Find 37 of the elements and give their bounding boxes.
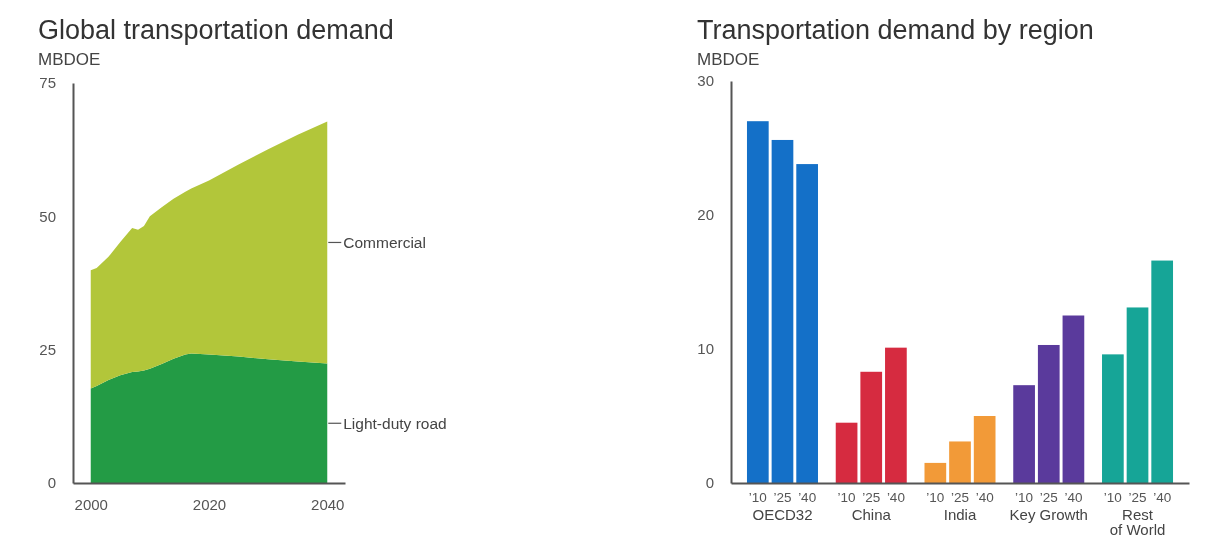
x-tick-label: OECD32: [752, 505, 813, 523]
series-label: ’40: [798, 490, 817, 505]
series-label: ’10: [748, 490, 767, 505]
x-tick-label: 2000: [74, 495, 108, 513]
y-tick-label: 25: [39, 340, 56, 358]
y-tick-label: 10: [697, 340, 714, 358]
x-tick-label: 2020: [192, 495, 227, 513]
y-tick-label: 0: [47, 474, 56, 492]
chart-title: Transportation demand by region: [697, 15, 1094, 45]
text: ’10: [926, 490, 945, 505]
text: ’25: [950, 490, 970, 505]
text: ’40: [1153, 490, 1172, 505]
series-label: ’25: [773, 490, 792, 505]
y-tick-label: 75: [39, 74, 56, 92]
x-tick-label: Rest of World: [1109, 505, 1166, 539]
y-axis-title: MBDOE: [697, 50, 760, 69]
y-tick-label: 0: [705, 474, 714, 492]
text: ’10: [837, 490, 856, 505]
x-tick-label: Key Growth: [1009, 505, 1088, 523]
text: ’10: [1015, 490, 1034, 505]
series-label: Light-duty road: [343, 414, 447, 432]
y-tick-label: 20: [697, 206, 714, 224]
y-axis-title: MBDOE: [38, 50, 101, 69]
text: ’40: [886, 490, 905, 505]
x-tick-label: China: [851, 505, 892, 523]
x-tick-label: India: [943, 505, 977, 523]
series-label: Commercial: [343, 233, 426, 251]
y-tick-label: 30: [697, 72, 714, 90]
text: ’40: [1064, 490, 1083, 505]
text: ’40: [975, 490, 994, 505]
text: ’25: [1039, 490, 1058, 505]
text: ’25: [1128, 490, 1147, 505]
chart-title: Global transportation demand: [38, 15, 394, 45]
text: ’10: [1103, 490, 1122, 505]
text: ’25: [862, 490, 881, 505]
y-tick-label: 50: [39, 207, 56, 225]
x-tick-label: 2040: [311, 495, 345, 513]
